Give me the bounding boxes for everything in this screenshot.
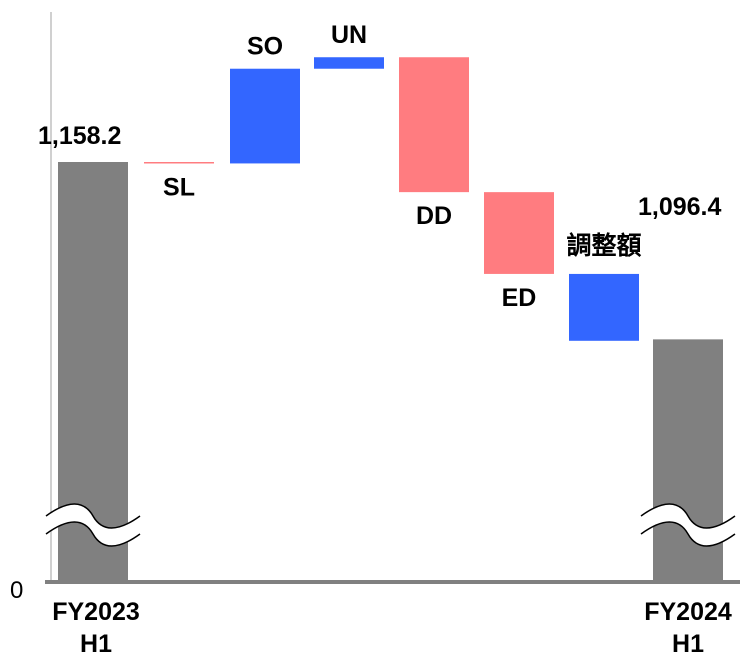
end-value-label: 1,096.4 [638, 193, 722, 221]
start-category-label-line1: FY2023 [52, 598, 140, 626]
axis-break-marks [45, 503, 736, 547]
step-labels-group: SL SO UN DD ED 調整額 [163, 21, 641, 312]
step-label-5: ED [502, 284, 537, 312]
end-category-label-line1: FY2024 [644, 598, 732, 626]
step-label-3: UN [331, 21, 367, 49]
step-label-2: SO [247, 33, 283, 61]
break-mark-start [45, 503, 141, 547]
break-mark-end [640, 503, 736, 547]
bar-step-6 [569, 273, 639, 341]
bar-step-2 [230, 68, 300, 164]
y-tick-zero: 0 [10, 577, 23, 604]
start-value-label: 1,158.2 [38, 122, 121, 150]
bars-group [58, 57, 723, 582]
bar-step-1 [144, 162, 214, 164]
end-category-label-line2: H1 [672, 630, 704, 657]
bar-step-4 [399, 57, 469, 193]
start-category-label-line2: H1 [80, 630, 112, 657]
bar-step-5 [484, 192, 554, 274]
step-label-4: DD [416, 202, 452, 230]
step-label-1: SL [163, 173, 195, 201]
bar-step-3 [314, 57, 384, 69]
step-label-6: 調整額 [566, 231, 641, 260]
